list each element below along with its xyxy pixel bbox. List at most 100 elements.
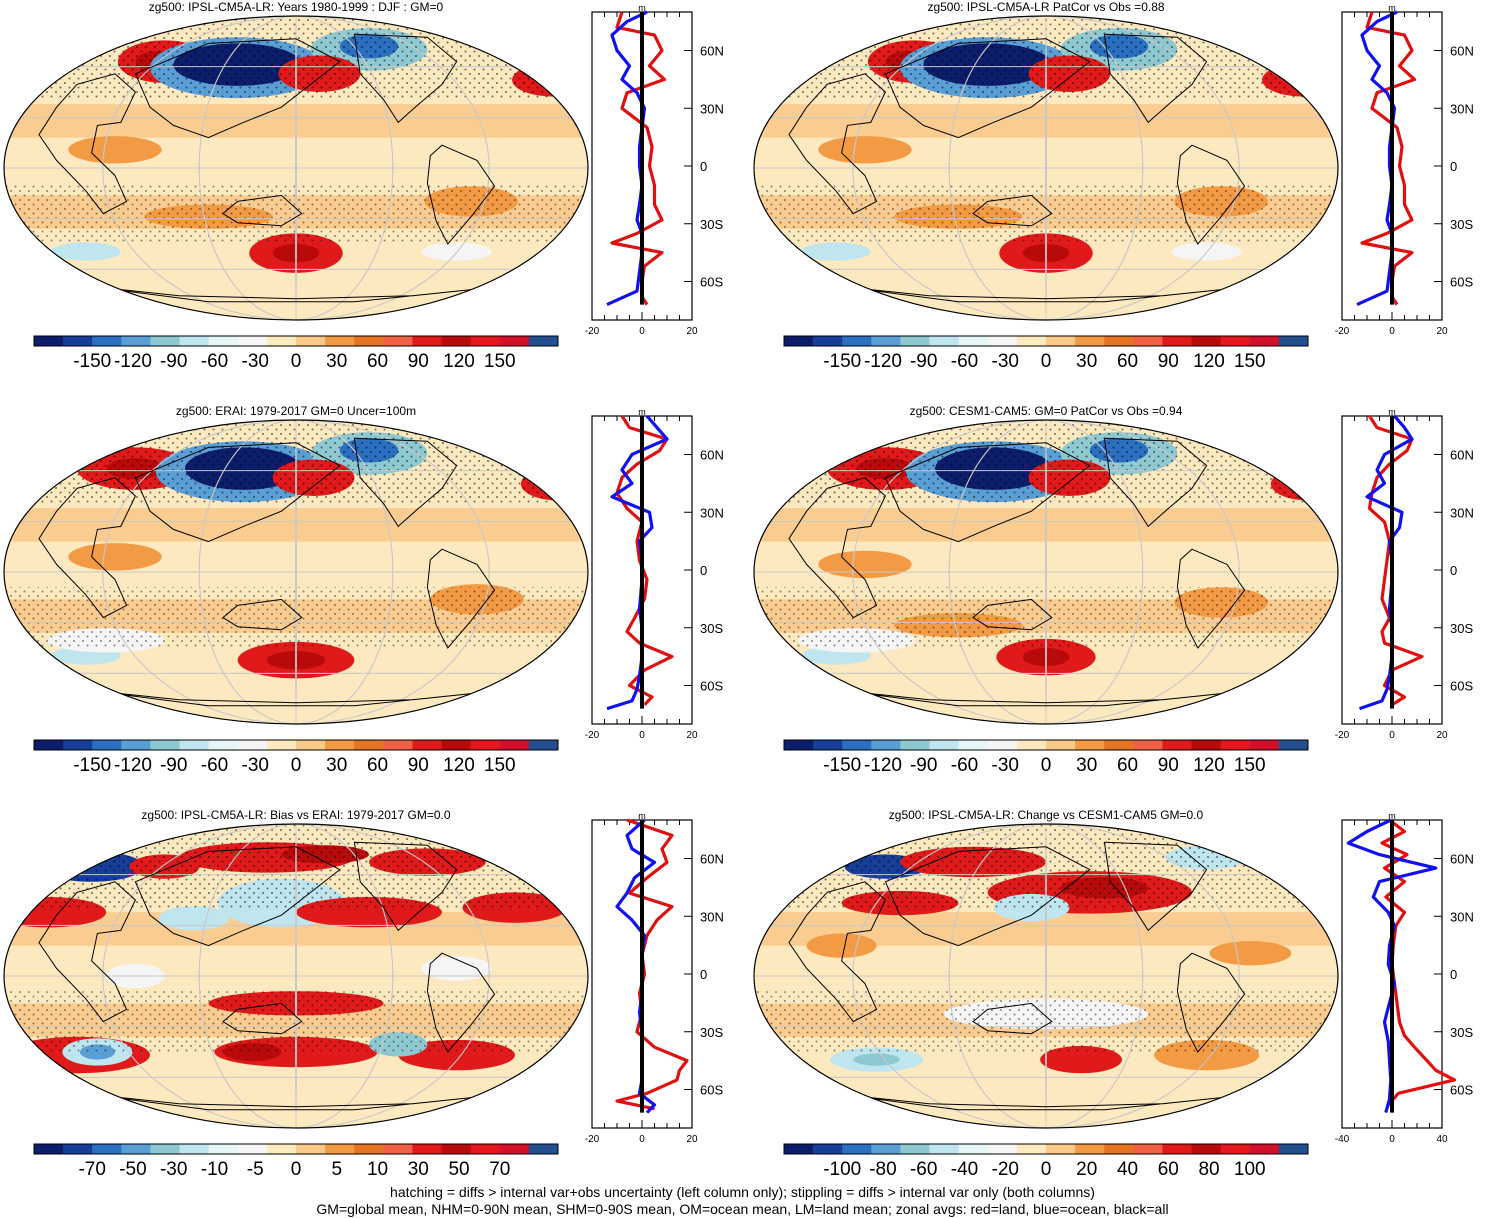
colorbar-tick-label: 50 [448,1159,469,1180]
coastline [972,598,1053,631]
colorbar-swatch [237,740,268,750]
colorbar-swatch [1191,1144,1222,1154]
coastline [426,144,496,245]
colorbar-tick-label: -150 [823,755,861,776]
colorbar-swatch [179,336,210,346]
colorbar-swatch [499,740,530,750]
colorbar-tick-label: -90 [910,351,937,372]
profile-x-tick-label: -20 [585,1134,600,1145]
colorbar-tick-label: 60 [367,351,388,372]
zonal-profile: m -20 0 20 60N 30N 0 30S 60S [1335,3,1474,337]
coastline [788,73,887,215]
colorbar-tick-label: -90 [160,755,187,776]
map-border [753,419,1339,725]
colorbar-tick-label: -30 [160,1159,187,1180]
colorbar-swatch [383,740,413,750]
colorbar-swatch [1104,1144,1134,1154]
profile-x-tick-label: -20 [1335,730,1350,741]
meridian-gridline [948,420,1144,724]
colorbar-swatch [958,1144,989,1154]
colorbar-frame [783,739,1309,751]
colorbar-tick-label: 70 [489,1159,510,1180]
colorbar-swatch [1249,1144,1280,1154]
colorbar-swatch [1016,336,1047,346]
map-border [753,15,1339,321]
profile-lat-label: 0 [700,563,707,578]
footnote-hatching: hatching = diffs > internal var+obs unce… [390,1184,1095,1200]
coastline [38,881,137,1023]
colorbar-tick-label: 20 [1076,1159,1097,1180]
profile-x-tick-label: -20 [585,326,600,337]
colorbar-frame [33,1143,559,1155]
colorbar-tick-label: -30 [992,755,1019,776]
field-anomaly [561,479,588,495]
profile-lat-label: 60N [1450,44,1474,59]
panel-title: zg500: IPSL-CM5A-LR PatCor vs Obs =0.88 [927,0,1164,14]
colorbar-swatch [441,740,472,750]
colorbar-swatch [354,336,384,346]
map-field [754,420,1338,724]
profile-lat-label: 0 [700,967,707,982]
colorbar-swatch [1191,336,1222,346]
profile-lat-label: 30S [1450,1025,1473,1040]
colorbar-tick-label: -5 [247,1159,264,1180]
coastline [972,1002,1053,1035]
colorbar-swatch [1278,336,1309,346]
colorbar-swatch [900,1144,931,1154]
profile-lat-label: 0 [700,159,707,174]
colorbar-tick-label: 150 [1234,755,1266,776]
colorbar-swatch [237,336,268,346]
profile-lat-label: 60S [700,1083,723,1098]
colorbar-tick-label: 60 [367,755,388,776]
profile-units: m [638,811,646,821]
colorbar-swatch [900,740,931,750]
profile-x-tick-label: 0 [639,1134,645,1145]
profile-lat-label: 60S [1450,679,1473,694]
colorbar-swatch [1249,740,1280,750]
field-anomaly [800,242,871,261]
profile-x-tick-label: 20 [1436,326,1448,337]
map-field [4,824,588,1128]
colorbar-swatch [528,336,559,346]
field-anomaly [421,956,492,981]
zonal-profile: m -40 0 40 60N 30N 0 30S 60S [1335,811,1474,1145]
colorbar-swatch [354,740,384,750]
colorbar-swatch [987,1144,1018,1154]
meridian-gridline [198,420,394,724]
field-anomaly [1171,242,1242,261]
colorbar-tick-label: -60 [951,351,978,372]
colorbar: -150 -120 -90 -60 -30 0 30 60 90 120 150 [783,335,1309,372]
profile-lat-label: 60S [1450,275,1473,290]
panel-5: zg500: IPSL-CM5A-LR: Bias vs ERAI: 1979-… [3,808,724,1180]
colorbar-swatch [63,740,93,750]
coastline [788,881,887,1023]
coastline [1103,437,1208,528]
colorbar-swatch [412,336,443,346]
colorbar-tick-label: -150 [73,351,111,372]
colorbar-swatch [871,336,901,346]
profile-lat-label: 30N [700,505,724,520]
panel-title: zg500: ERAI: 1979-2017 GM=0 Uncer=100m [176,404,416,418]
colorbar: -150 -120 -90 -60 -30 0 30 60 90 120 150 [33,739,559,776]
profile-units: m [1388,407,1396,417]
meridian-gridline [852,420,1240,724]
coastline [1103,33,1208,124]
coastline [426,548,496,649]
zonal-profile: m -20 0 20 60N 30N 0 30S 60S [585,407,724,741]
colorbar-swatch [92,740,122,750]
colorbar-tick-label: 60 [1117,351,1138,372]
colorbar-swatch [1249,336,1280,346]
colorbar-swatch [179,740,210,750]
colorbar-tick-label: 120 [443,755,475,776]
field-anomaly [1308,75,1338,91]
colorbar-tick-label: -80 [869,1159,896,1180]
profile-units: m [638,407,646,417]
panel-title: zg500: IPSL-CM5A-LR: Bias vs ERAI: 1979-… [141,808,450,822]
field-anomaly [818,550,912,579]
zonal-profile: m -20 0 20 60N 30N 0 30S 60S [585,811,724,1145]
coastline [884,442,1091,543]
meridian-gridline [852,824,1240,1128]
coastline [134,442,341,543]
profile-line-land [615,415,674,706]
colorbar-swatch [1016,740,1047,750]
